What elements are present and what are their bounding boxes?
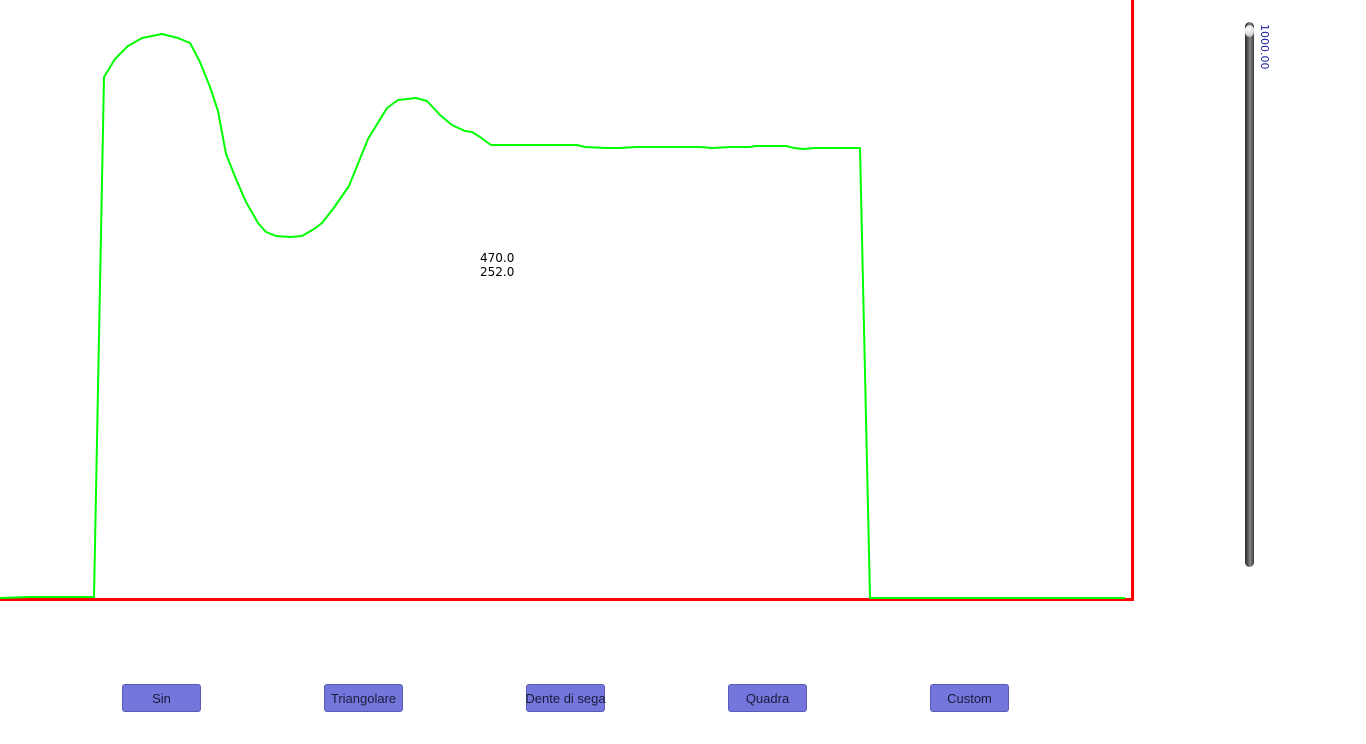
readout-x: 470.0 <box>480 251 515 265</box>
slider-value-label: 1000.00 <box>1258 24 1271 70</box>
vertical-slider[interactable] <box>1245 22 1254 567</box>
sin-button[interactable]: Sin <box>122 684 201 712</box>
cursor-readout: 470.0 252.0 <box>480 251 514 279</box>
slider-thumb[interactable] <box>1245 25 1254 37</box>
quadra-button[interactable]: Quadra <box>728 684 807 712</box>
custom-button[interactable]: Custom <box>930 684 1009 712</box>
signal-line <box>0 33 1125 599</box>
triangolare-button[interactable]: Triangolare <box>324 684 403 712</box>
dente-di-sega-button[interactable]: Dente di sega <box>525 684 606 712</box>
readout-y: 252.0 <box>480 265 515 279</box>
